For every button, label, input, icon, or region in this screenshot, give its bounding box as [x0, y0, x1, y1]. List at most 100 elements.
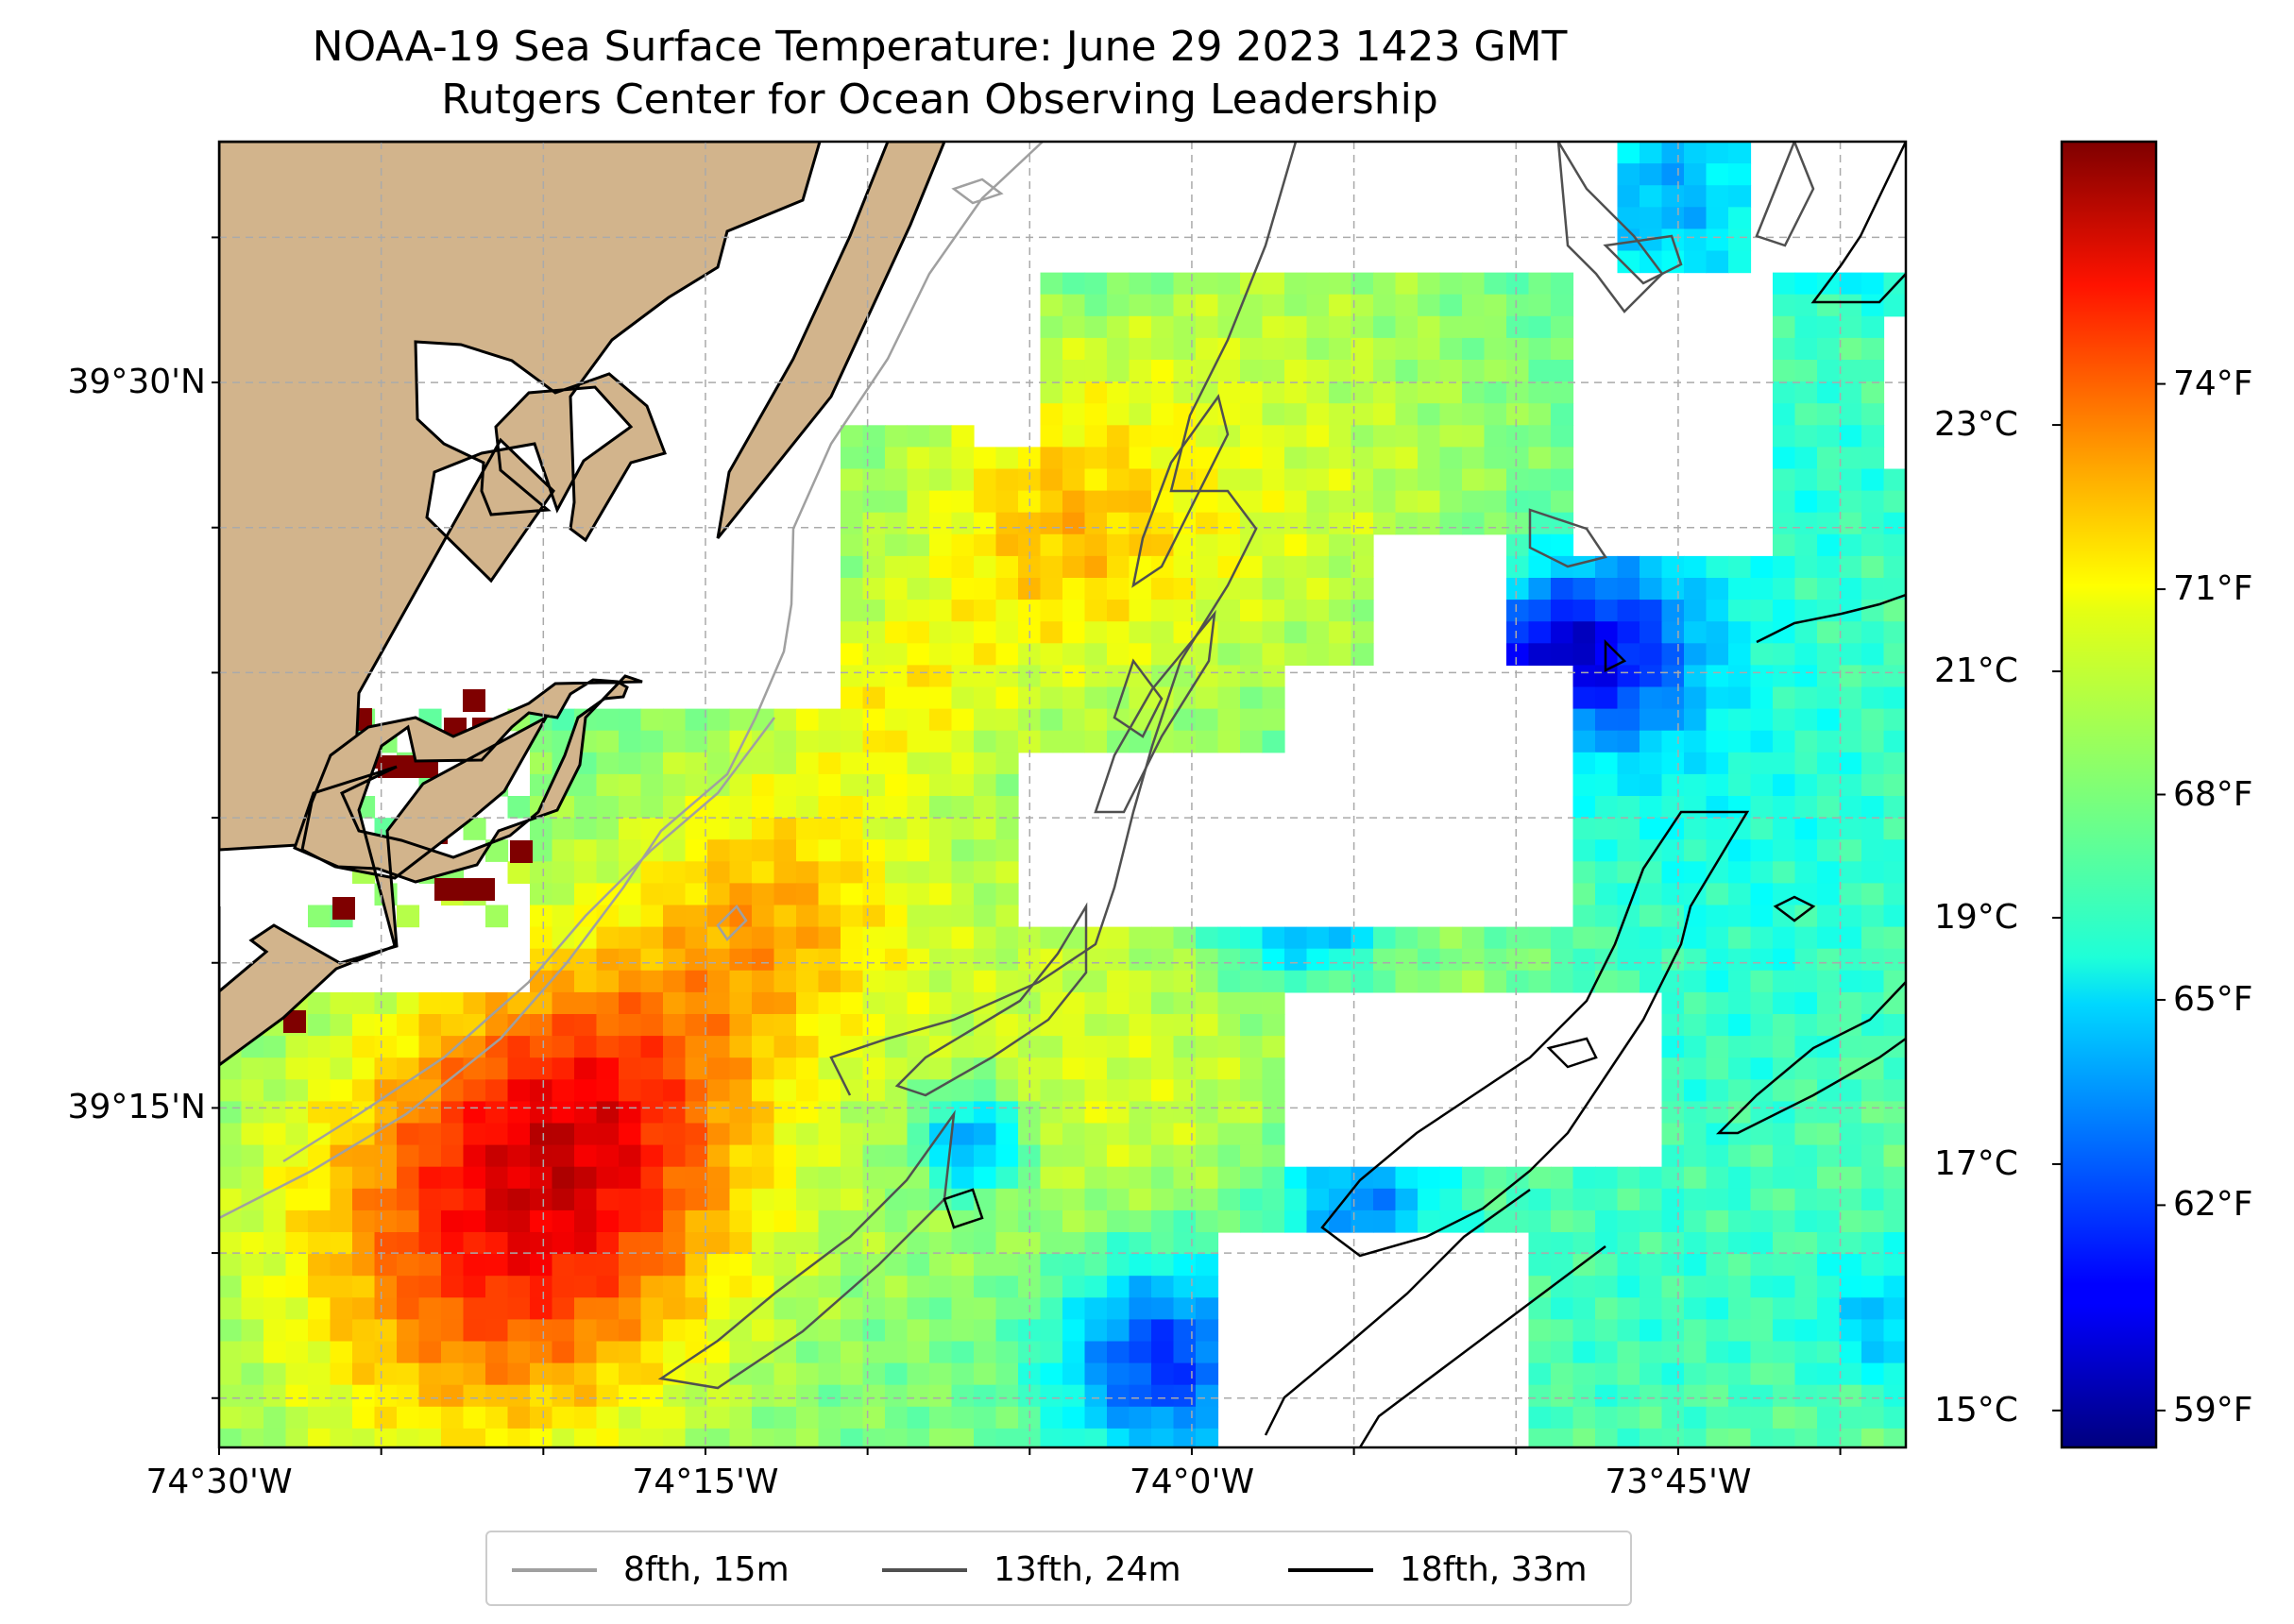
sst-pixel — [1439, 337, 1463, 361]
sst-pixel — [1196, 1166, 1219, 1190]
sst-pixel — [1129, 1188, 1152, 1211]
sst-pixel — [574, 1428, 598, 1447]
sst-pixel — [1418, 1166, 1441, 1190]
sst-pixel — [1640, 1341, 1663, 1364]
sst-pixel — [507, 1210, 531, 1233]
sst-pixel — [1151, 600, 1175, 622]
sst-pixel — [285, 1406, 309, 1429]
sst-pixel — [1684, 643, 1708, 666]
sst-pixel — [619, 1166, 642, 1190]
sst-pixel — [1107, 991, 1130, 1015]
sst-pixel — [796, 1210, 820, 1233]
sst-pixel — [1595, 665, 1619, 688]
sst-pixel — [1262, 1166, 1285, 1190]
sst-pixel — [1551, 643, 1574, 666]
sst-pixel — [1439, 512, 1463, 535]
sst-pixel — [1129, 1276, 1152, 1298]
sst-pixel — [1107, 294, 1130, 317]
sst-pixel — [729, 773, 753, 797]
sst-pixel — [1284, 1188, 1308, 1211]
sst-pixel — [1528, 1254, 1552, 1277]
sst-pixel — [1262, 686, 1285, 710]
sst-pixel — [507, 1406, 531, 1429]
sst-pixel — [1062, 555, 1086, 579]
sst-pixel — [1107, 447, 1130, 470]
sst-pixel — [640, 883, 664, 906]
sst-pixel — [485, 1362, 509, 1386]
sst-pixel — [418, 1297, 442, 1320]
sst-pixel — [1151, 294, 1175, 317]
sst-pixel — [1750, 1123, 1774, 1146]
sst-pixel — [818, 1144, 841, 1168]
sst-pixel — [1640, 1319, 1663, 1343]
sst-pixel — [640, 708, 664, 732]
sst-pixel — [308, 1384, 331, 1408]
sst-pixel — [219, 1232, 243, 1255]
sst-pixel — [241, 1232, 264, 1255]
sst-pixel — [619, 1297, 642, 1320]
sst-pixel — [1306, 468, 1330, 492]
sst-pixel — [907, 1188, 930, 1211]
sst-pixel — [1240, 1166, 1264, 1190]
sst-pixel — [1528, 600, 1552, 622]
sst-pixel — [241, 1341, 264, 1364]
sst-pixel — [1351, 1188, 1374, 1211]
sst-pixel — [885, 991, 909, 1015]
sst-pixel — [1129, 1406, 1152, 1429]
sst-pixel — [1462, 403, 1486, 426]
sst-pixel — [1706, 1341, 1729, 1364]
sst-pixel — [1595, 905, 1619, 928]
sst-pixel — [929, 818, 953, 840]
sst-pixel — [1107, 1254, 1130, 1277]
sst-pixel — [1173, 1188, 1197, 1211]
sst-pixel — [552, 883, 575, 906]
sst-pixel — [1173, 1210, 1197, 1233]
sst-pixel — [995, 1276, 1019, 1298]
sst-pixel — [1528, 948, 1552, 972]
sst-pixel — [1640, 1362, 1663, 1386]
sst-pixel — [1062, 403, 1086, 426]
sst-pixel — [418, 1014, 442, 1037]
sst-pixel — [663, 991, 687, 1015]
sst-pixel — [552, 948, 575, 972]
sst-pixel — [1084, 970, 1108, 993]
sst-pixel — [1240, 425, 1264, 448]
sst-pixel — [619, 1319, 642, 1343]
sst-pixel — [1595, 861, 1619, 884]
sst-pixel — [1794, 1341, 1818, 1364]
sst-pixel — [1617, 1210, 1640, 1233]
sst-pixel — [1617, 1384, 1640, 1408]
sst-pixel — [285, 1079, 309, 1102]
sst-pixel — [1040, 272, 1063, 296]
sst-pixel — [596, 1166, 620, 1190]
sst-pixel — [1329, 578, 1352, 601]
sst-pixel — [951, 447, 975, 470]
sst-pixel — [885, 1079, 909, 1102]
sst-pixel — [1240, 1079, 1264, 1102]
sst-pixel — [441, 1341, 465, 1364]
sst-pixel — [951, 752, 975, 775]
sst-pixel — [640, 1276, 664, 1298]
sst-pixel — [773, 1014, 797, 1037]
sst-pixel — [1617, 555, 1640, 579]
sst-pixel — [1706, 948, 1729, 972]
sst-pixel — [1817, 468, 1841, 492]
sst-pixel — [685, 1166, 708, 1190]
sst-pixel — [685, 970, 708, 993]
sst-pixel — [1040, 643, 1063, 666]
sst-pixel — [773, 1319, 797, 1343]
sst-pixel — [241, 1123, 264, 1146]
sst-pixel — [1329, 468, 1352, 492]
sst-pixel — [1306, 315, 1330, 339]
sst-pixel — [1706, 708, 1729, 732]
sst-pixel — [862, 818, 886, 840]
sst-pixel — [507, 1297, 531, 1320]
sst-pixel — [441, 1036, 465, 1058]
sst-pixel — [974, 883, 997, 906]
sst-pixel — [907, 1428, 930, 1447]
sst-pixel — [1595, 839, 1619, 862]
sst-pixel — [1861, 1362, 1885, 1386]
sst-pixel — [530, 1276, 553, 1298]
sst-pixel — [1750, 600, 1774, 622]
sst-pixel — [1240, 686, 1264, 710]
